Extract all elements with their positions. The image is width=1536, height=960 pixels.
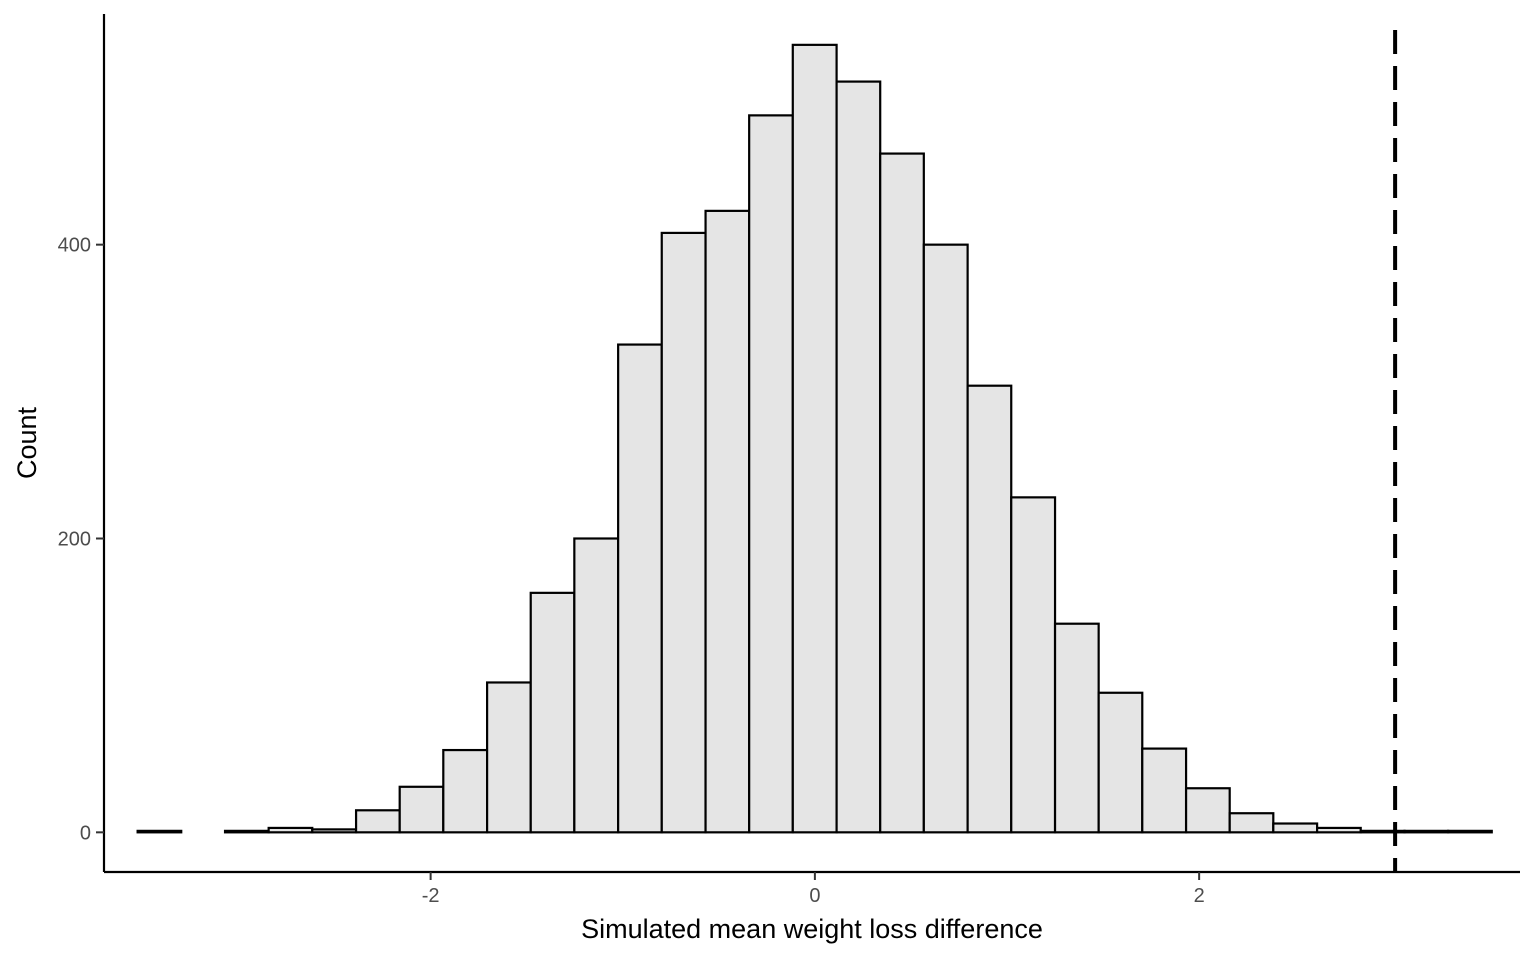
histogram-bar [966, 384, 1013, 834]
histogram-bar [791, 43, 838, 834]
histogram-bar [617, 343, 663, 834]
bars-layer [136, 43, 1493, 834]
histogram-bar [486, 681, 532, 834]
x-axis-title: Simulated mean weight loss difference [581, 914, 1043, 944]
histogram-bar [311, 828, 358, 834]
histogram-bar [442, 748, 489, 834]
histogram-bar [398, 785, 445, 834]
histogram-bar [1184, 787, 1231, 834]
y-tick-label: 0 [80, 822, 91, 844]
axes-layer [102, 14, 1520, 874]
histogram-bar [922, 243, 969, 834]
x-tick-label: -2 [422, 885, 440, 907]
histogram-bar [529, 591, 576, 834]
histogram-bar [1316, 826, 1362, 834]
histogram-bar [1272, 822, 1319, 834]
x-tick-label: 0 [809, 885, 820, 907]
histogram-bar [835, 80, 882, 834]
histogram-bar [1403, 829, 1450, 834]
histogram-bar [1447, 829, 1493, 834]
histogram-bar [704, 209, 751, 834]
histogram-bar [1141, 747, 1188, 834]
histogram-bar [1097, 691, 1144, 834]
histogram-bar [267, 826, 314, 834]
histogram-bar [354, 809, 401, 834]
histogram-bar [1359, 829, 1406, 834]
histogram-bar [1053, 622, 1100, 834]
histogram-bar [136, 829, 183, 834]
y-tick-label: 200 [58, 528, 91, 550]
histogram-bar [223, 829, 270, 834]
y-tick-label: 400 [58, 235, 91, 257]
ticks-layer: -2 0 2 0 200 400 [58, 235, 1205, 907]
histogram-bar [748, 114, 794, 834]
histogram-bar [1010, 496, 1057, 834]
histogram-bar [573, 537, 620, 834]
x-tick-label: 2 [1194, 885, 1205, 907]
histogram-bar [660, 231, 707, 834]
y-axis-title: Count [12, 406, 42, 479]
histogram-bar [879, 152, 925, 834]
histogram-bar [1228, 812, 1275, 834]
